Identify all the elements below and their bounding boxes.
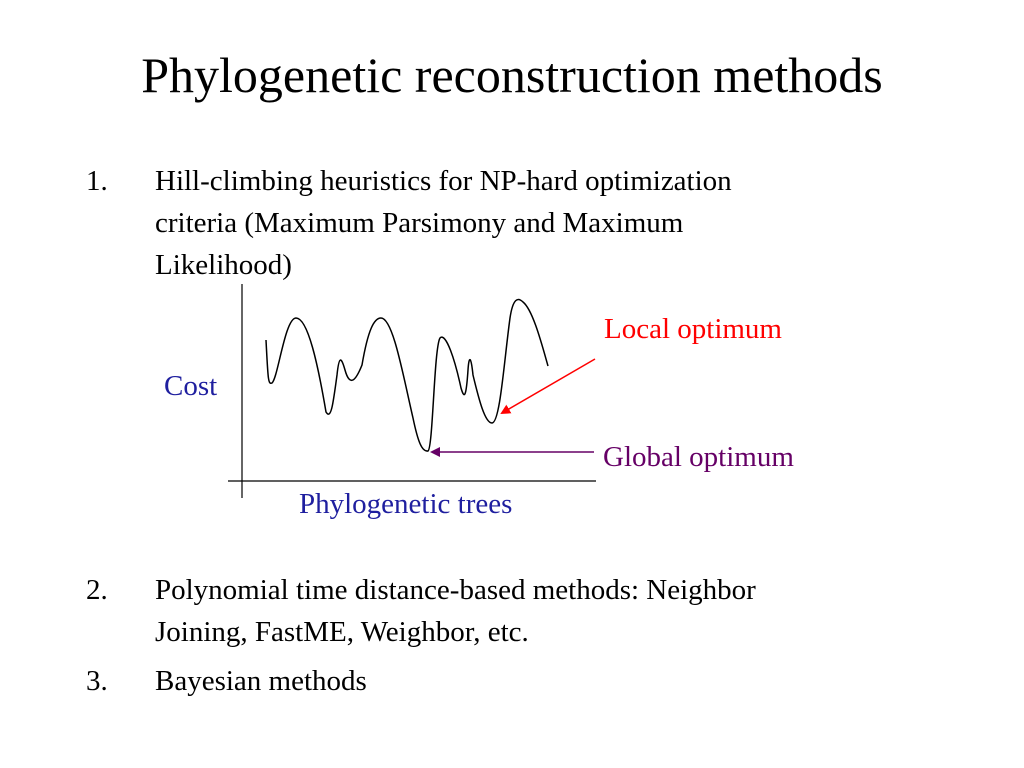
list-number: 1. xyxy=(86,165,108,197)
list-number: 3. xyxy=(86,665,108,697)
x-axis-label: Phylogenetic trees xyxy=(299,488,512,520)
list-item-1: 1. Hill-climbing heuristics for NP-hard … xyxy=(86,160,926,286)
list-text-line: Bayesian methods xyxy=(155,665,367,697)
list-text-line: Likelihood) xyxy=(155,249,292,281)
list-number: 2. xyxy=(86,574,108,606)
list-text-line: Joining, FastME, Weighbor, etc. xyxy=(155,616,529,648)
list-text-line: criteria (Maximum Parsimony and Maximum xyxy=(155,207,684,239)
local-optimum-arrow xyxy=(500,358,596,415)
list-item-3: 3. Bayesian methods xyxy=(86,660,926,702)
list-text-line: Hill-climbing heuristics for NP-hard opt… xyxy=(155,165,732,197)
list-item-2: 2. Polynomial time distance-based method… xyxy=(86,569,926,653)
y-axis-label: Cost xyxy=(164,370,217,402)
list-text-line: Polynomial time distance-based methods: … xyxy=(155,574,756,606)
local-optimum-label: Local optimum xyxy=(604,313,782,345)
cost-curve xyxy=(265,298,549,452)
slide-title: Phylogenetic reconstruction methods xyxy=(141,47,883,103)
global-optimum-label: Global optimum xyxy=(603,441,794,473)
